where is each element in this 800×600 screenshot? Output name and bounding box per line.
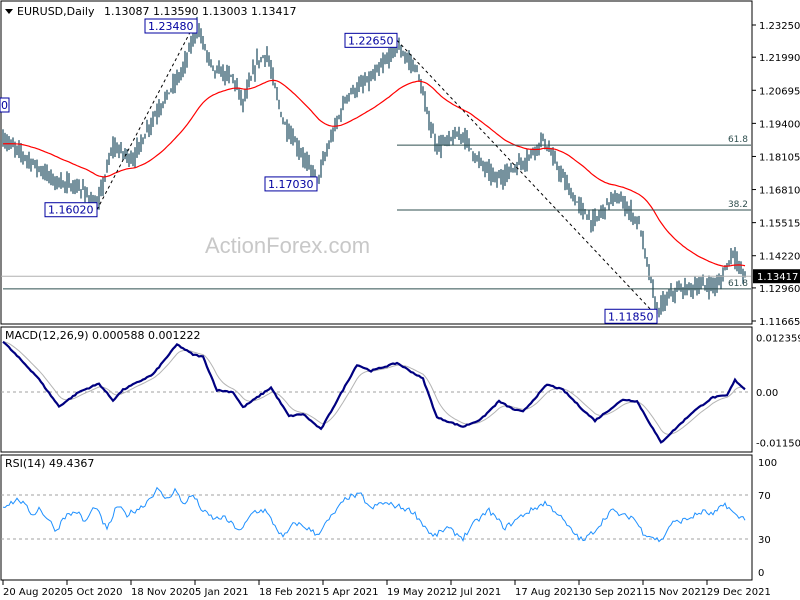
pivot-label: 1.23480 (148, 20, 194, 33)
pivot-label-box (44, 202, 98, 218)
date-axis-label: 2 Jul 2021 (451, 587, 501, 598)
pivot-label: 1.22650 (348, 34, 394, 47)
macd-line (2, 340, 746, 444)
rsi-axis-label: 30 (758, 535, 771, 546)
macd-panel (0, 326, 753, 453)
left-edge-box (0, 97, 10, 113)
rsi-label: RSI(14) 49.4367 (5, 457, 94, 470)
date-axis-label: 19 May 2021 (387, 587, 452, 598)
price-panel (0, 0, 753, 325)
date-axis-label: 5 Oct 2020 (67, 587, 122, 598)
rsi-line (2, 486, 746, 543)
price-axis-label: 1.21990 (759, 53, 800, 64)
date-axis-label: 20 Aug 2020 (3, 587, 67, 598)
price-axis-label: 1.19400 (759, 119, 800, 130)
macd-axis-label: 0.00 (756, 388, 778, 399)
price-axis-label: 1.15515 (759, 219, 800, 230)
ohlc-readout: 1.13087 1.13590 1.13003 1.13417 (104, 5, 296, 18)
macd-axis-label: 0.012359 (756, 334, 800, 345)
fib-level-label: 38.2 (728, 200, 748, 210)
date-axis-label: 29 Dec 2021 (707, 587, 771, 598)
price-axis-label: 1.20695 (759, 86, 800, 97)
watermark: ActionForex.com (205, 233, 370, 258)
pivot-label-box (264, 176, 318, 192)
price-bars (2, 16, 746, 318)
price-axis-label: 1.14220 (759, 252, 800, 263)
chart-title: EURUSD,Daily (17, 5, 95, 18)
pivot-label-box (604, 308, 658, 324)
date-axis-label: 15 Nov 2021 (643, 587, 707, 598)
left-edge-label: 0 (1, 99, 8, 112)
current-price-badge (753, 269, 800, 284)
rsi-axis-label: 0 (758, 568, 764, 579)
pivot-label-box (344, 32, 398, 48)
price-axis-label: 1.11665 (759, 317, 800, 328)
rsi-axis-label: 100 (758, 458, 777, 469)
price-axis-label: 1.18105 (759, 152, 800, 163)
pivot-label: 1.17030 (268, 178, 314, 191)
macd-label: MACD(12,26,9) 0.000588 0.001222 (5, 329, 201, 342)
fib-level-label: 61.8 (728, 279, 748, 289)
price-axis-label: 1.16810 (759, 186, 800, 197)
rsi-axis-label: 70 (758, 491, 771, 502)
date-axis-label: 5 Jan 2021 (195, 587, 249, 598)
fib-level-label: 61.8 (728, 135, 748, 145)
rsi-panel (0, 454, 753, 581)
date-axis-label: 17 Aug 2021 (515, 587, 579, 598)
moving-average-line (2, 79, 746, 267)
pivot-label-box (144, 18, 198, 34)
pivot-label: 1.11850 (608, 310, 654, 323)
date-axis-label: 18 Feb 2021 (259, 587, 321, 598)
macd-axis-label: -0.011502 (756, 439, 800, 450)
date-axis-label: 5 Apr 2021 (323, 587, 378, 598)
date-axis-label: 30 Sep 2021 (579, 587, 642, 598)
price-axis-label: 1.12960 (759, 284, 800, 295)
macd-signal-line (2, 341, 746, 435)
title-dropdown-icon[interactable] (5, 9, 13, 14)
date-axis-label: 18 Nov 2020 (131, 587, 195, 598)
pivot-label: 1.16020 (48, 204, 94, 217)
price-axis-label: 1.23250 (759, 21, 800, 32)
current-price-label: 1.13417 (757, 272, 798, 283)
